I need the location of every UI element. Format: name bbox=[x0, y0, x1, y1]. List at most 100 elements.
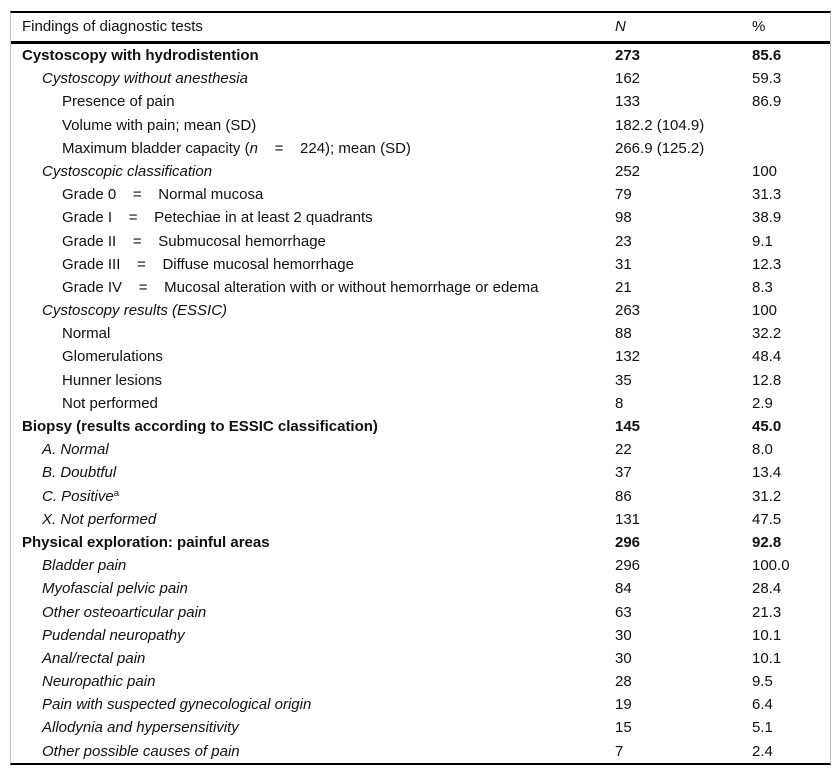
row-n-value: 162 bbox=[615, 70, 641, 88]
table-row: Cystoscopy without anesthesia 162 59.3 bbox=[11, 67, 830, 90]
table-row: Hunner lesions 35 12.8 bbox=[11, 369, 830, 392]
row-percent-value: 38.9 bbox=[752, 209, 782, 227]
row-label: Cystoscopic classification bbox=[11, 160, 615, 183]
row-n-value: 252 bbox=[615, 162, 641, 180]
row-label-text: Neuropathic pain bbox=[42, 673, 156, 691]
row-label-text: Pudendal neuropathy bbox=[42, 626, 185, 644]
row-label: Myofascial pelvic pain bbox=[11, 577, 615, 600]
table-row: Grade I = Petechiae in at least 2 quadra… bbox=[11, 206, 830, 229]
row-label: Maximum bladder capacity (n = 224); mean… bbox=[11, 137, 615, 160]
row-label: A. Normal bbox=[11, 438, 615, 461]
row-label-text: = 224); mean (SD) bbox=[257, 139, 411, 157]
row-label-text: X. Not performed bbox=[42, 510, 157, 528]
row-n-value: 19 bbox=[615, 696, 632, 714]
row-percent-value: 85.6 bbox=[752, 47, 782, 64]
row-n-value: 273 bbox=[615, 47, 641, 64]
column-header-n: N bbox=[615, 18, 626, 35]
row-n-value: 84 bbox=[615, 580, 632, 598]
row-percent-value: 100 bbox=[752, 162, 778, 180]
row-label: X. Not performed bbox=[11, 508, 615, 531]
row-percent-value: 12.3 bbox=[752, 255, 782, 273]
table-row: Physical exploration: painful areas 296 92… bbox=[11, 531, 830, 554]
row-percent-value: 5.1 bbox=[752, 719, 773, 737]
row-label: Not performed bbox=[11, 392, 615, 415]
table-row: Biopsy (results according to ESSIC class… bbox=[11, 415, 830, 438]
table-row: Grade 0 = Normal mucosa 79 31.3 bbox=[11, 183, 830, 206]
row-label-text: Grade II = Submucosal hemorrhage bbox=[62, 232, 326, 250]
row-n-value: 7 bbox=[615, 742, 624, 760]
row-label-text: Bladder pain bbox=[42, 557, 127, 575]
row-label: B. Doubtful bbox=[11, 461, 615, 484]
row-percent-value: 31.2 bbox=[752, 487, 782, 505]
table-row: Anal/rectal pain 30 10.1 bbox=[11, 647, 830, 670]
table-row: Grade II = Submucosal hemorrhage 23 9.1 bbox=[11, 230, 830, 253]
row-label-text: Cystoscopy without anesthesia bbox=[42, 70, 248, 88]
table-row: Normal 88 32.2 bbox=[11, 322, 830, 345]
row-n-value: 15 bbox=[615, 719, 632, 737]
row-label: Other possible causes of pain bbox=[11, 740, 615, 763]
row-n-value: 296 bbox=[615, 533, 641, 551]
row-label-text: Other possible causes of pain bbox=[42, 742, 240, 760]
row-n-value: 296 bbox=[615, 557, 641, 575]
row-label: Anal/rectal pain bbox=[11, 647, 615, 670]
row-n-value: 30 bbox=[615, 626, 632, 644]
row-percent-value: 100.0 bbox=[752, 557, 790, 575]
row-percent-value: 10.1 bbox=[752, 649, 782, 667]
table-row: A. Normal 22 8.0 bbox=[11, 438, 830, 461]
row-percent-value: 21.3 bbox=[752, 603, 782, 621]
row-n-value: 86 bbox=[615, 487, 632, 505]
table-row: C. Positivea 86 31.2 bbox=[11, 485, 830, 508]
row-n-value: 79 bbox=[615, 186, 632, 204]
row-n-value: 131 bbox=[615, 510, 641, 528]
row-label-text: Glomerulations bbox=[62, 348, 163, 366]
row-label: Volume with pain; mean (SD) bbox=[11, 114, 615, 137]
table-row: Glomerulations 132 48.4 bbox=[11, 345, 830, 368]
row-n-value: 182.2 (104.9) bbox=[615, 116, 705, 134]
row-label: Cystoscopy without anesthesia bbox=[11, 67, 615, 90]
row-percent-value: 13.4 bbox=[752, 464, 782, 482]
row-n-value: 23 bbox=[615, 232, 632, 250]
row-label: Bladder pain bbox=[11, 554, 615, 577]
row-n-value: 8 bbox=[615, 394, 624, 412]
row-label: Presence of pain bbox=[11, 90, 615, 113]
row-label-text: Allodynia and hypersensitivity bbox=[42, 719, 239, 737]
row-label-text: Myofascial pelvic pain bbox=[42, 580, 188, 598]
row-label: Biopsy (results according to ESSIC class… bbox=[11, 415, 615, 438]
row-label-text: Hunner lesions bbox=[62, 371, 163, 389]
row-percent-value: 28.4 bbox=[752, 580, 782, 598]
row-label-text: Physical exploration: painful areas bbox=[22, 533, 270, 551]
row-percent-value: 10.1 bbox=[752, 626, 782, 644]
row-label: Pain with suspected gynecological origin bbox=[11, 693, 615, 716]
table-row: Bladder pain 296 100.0 bbox=[11, 554, 830, 577]
row-label-text: Presence of pain bbox=[62, 93, 175, 111]
table-row: Cystoscopic classification 252 100 bbox=[11, 160, 830, 183]
row-percent-value: 12.8 bbox=[752, 371, 782, 389]
row-label: Hunner lesions bbox=[11, 369, 615, 392]
table-row: B. Doubtful 37 13.4 bbox=[11, 461, 830, 484]
table-row: Allodynia and hypersensitivity 15 5.1 bbox=[11, 716, 830, 739]
row-percent-value: 86.9 bbox=[752, 93, 782, 111]
row-label-text: B. Doubtful bbox=[42, 464, 117, 482]
table-row: Pain with suspected gynecological origin… bbox=[11, 693, 830, 716]
table-row: Pudendal neuropathy 30 10.1 bbox=[11, 624, 830, 647]
row-percent-value: 31.3 bbox=[752, 186, 782, 204]
row-label-text: Other osteoarticular pain bbox=[42, 603, 207, 621]
row-label-text: C. Positive bbox=[42, 487, 114, 505]
table-row: Myofascial pelvic pain 84 28.4 bbox=[11, 577, 830, 600]
row-label-text: Normal bbox=[62, 325, 111, 343]
row-label-text: Pain with suspected gynecological origin bbox=[42, 696, 312, 714]
row-label: Neuropathic pain bbox=[11, 670, 615, 693]
row-percent-value: 92.8 bbox=[752, 533, 782, 551]
row-n-value: 263 bbox=[615, 302, 641, 320]
row-label: Allodynia and hypersensitivity bbox=[11, 716, 615, 739]
table-body: Cystoscopy with hydrodistention 273 85.6 Cy… bbox=[11, 44, 830, 763]
table-row: Neuropathic pain 28 9.5 bbox=[11, 670, 830, 693]
italic-n-symbol: n bbox=[249, 139, 258, 157]
row-n-value: 145 bbox=[615, 418, 641, 435]
row-label: Grade IV = Mucosal alteration with or wi… bbox=[11, 276, 615, 299]
row-n-value: 266.9 (125.2) bbox=[615, 139, 705, 157]
row-label-text: Cystoscopy with hydrodistention bbox=[22, 47, 259, 64]
table-row: X. Not performed 131 47.5 bbox=[11, 508, 830, 531]
row-percent-value: 9.1 bbox=[752, 232, 773, 250]
row-label: Cystoscopy with hydrodistention bbox=[11, 44, 615, 67]
